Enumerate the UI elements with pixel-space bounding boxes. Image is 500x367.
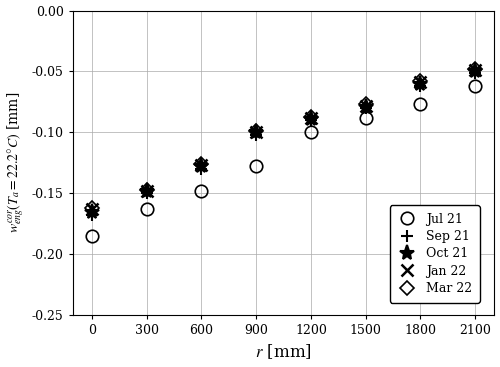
Mar 22 [253, 129, 259, 133]
Jan 22 [418, 80, 424, 85]
Sep 21 [472, 70, 478, 75]
X-axis label: $r$ [mm]: $r$ [mm] [255, 343, 312, 361]
Sep 21 [308, 118, 314, 122]
Jul 21 [418, 102, 424, 106]
Jul 21 [362, 116, 368, 120]
Sep 21 [144, 191, 150, 196]
Line: Sep 21: Sep 21 [86, 66, 481, 221]
Sep 21 [89, 213, 95, 217]
Sep 21 [362, 106, 368, 110]
Line: Oct 21: Oct 21 [84, 64, 483, 219]
Jan 22 [253, 130, 259, 135]
Sep 21 [198, 167, 204, 171]
Mar 22 [89, 206, 95, 210]
Mar 22 [198, 162, 204, 166]
Sep 21 [418, 84, 424, 88]
Jan 22 [144, 189, 150, 193]
Oct 21 [89, 209, 95, 214]
Oct 21 [144, 189, 150, 193]
Jul 21 [472, 84, 478, 88]
Oct 21 [362, 105, 368, 109]
Jan 22 [472, 68, 478, 72]
Mar 22 [362, 102, 368, 106]
Jan 22 [198, 163, 204, 167]
Jan 22 [308, 116, 314, 120]
Jul 21 [198, 189, 204, 193]
Jul 21 [308, 130, 314, 135]
Mar 22 [308, 114, 314, 119]
Mar 22 [418, 79, 424, 83]
Line: Mar 22: Mar 22 [87, 64, 480, 213]
Line: Jan 22: Jan 22 [86, 64, 481, 215]
Jan 22 [89, 207, 95, 211]
Oct 21 [308, 117, 314, 121]
Legend: Jul 21, Sep 21, Oct 21, Jan 22, Mar 22: Jul 21, Sep 21, Oct 21, Jan 22, Mar 22 [390, 205, 480, 303]
Oct 21 [418, 81, 424, 86]
Jul 21 [144, 207, 150, 211]
Oct 21 [198, 164, 204, 169]
Oct 21 [253, 130, 259, 135]
Oct 21 [472, 69, 478, 74]
Jan 22 [362, 103, 368, 108]
Sep 21 [253, 132, 259, 137]
Jul 21 [253, 164, 259, 169]
Y-axis label: $w^{cor}_{eng}(T_a = 22.2°C)$ [mm]: $w^{cor}_{eng}(T_a = 22.2°C)$ [mm] [6, 92, 26, 233]
Mar 22 [472, 67, 478, 71]
Jul 21 [89, 234, 95, 238]
Line: Jul 21: Jul 21 [86, 80, 481, 242]
Mar 22 [144, 188, 150, 192]
